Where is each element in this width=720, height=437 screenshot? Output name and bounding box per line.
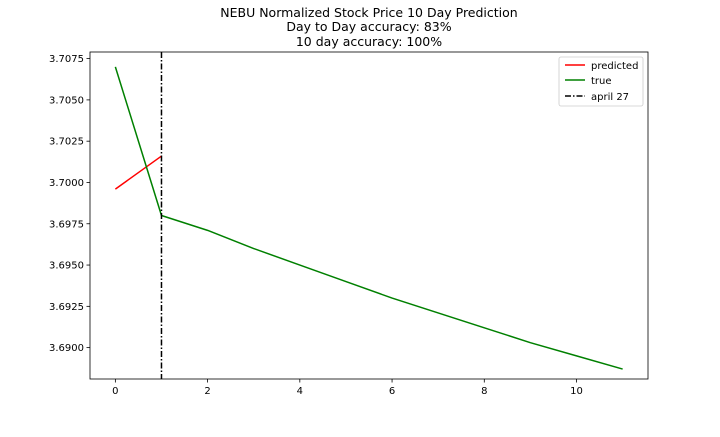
y-tick-label: 3.6950 <box>49 261 84 272</box>
y-tick-label: 3.6925 <box>49 302 84 313</box>
title-line-2: Day to Day accuracy: 83% <box>286 19 451 34</box>
y-tick-label: 3.7025 <box>49 137 84 148</box>
plot-area <box>89 51 649 380</box>
y-tick-label: 3.6900 <box>49 343 84 354</box>
series-layer <box>114 52 623 379</box>
x-axis: 0 2 4 6 8 10 <box>112 379 583 397</box>
legend: predicted true april 27 <box>558 56 644 107</box>
legend-box <box>558 56 644 107</box>
legend-label-predicted: predicted <box>591 61 638 72</box>
y-tick-label: 3.7000 <box>49 178 84 189</box>
x-tick-label: 8 <box>481 386 487 397</box>
chart-title: NEBU Normalized Stock Price 10 Day Predi… <box>220 5 517 49</box>
title-line-1: NEBU Normalized Stock Price 10 Day Predi… <box>220 5 517 20</box>
title-line-3: 10 day accuracy: 100% <box>296 34 442 49</box>
y-tick-label: 3.7075 <box>49 54 84 65</box>
x-tick-label: 2 <box>204 386 210 397</box>
y-tick-label: 3.7050 <box>49 95 84 106</box>
x-tick-label: 10 <box>570 386 583 397</box>
x-tick-label: 4 <box>297 386 303 397</box>
series-line-predicted <box>114 155 162 190</box>
x-tick-label: 0 <box>112 386 118 397</box>
legend-label-true: true <box>591 76 612 87</box>
y-tick-label: 3.6975 <box>49 219 84 230</box>
legend-label-april-27: april 27 <box>591 92 629 103</box>
x-tick-label: 6 <box>389 386 395 397</box>
series-line-true <box>114 66 623 370</box>
y-axis: 3.6900 3.6925 3.6950 3.6975 3.7000 3.7025 3.70… <box>49 54 90 354</box>
